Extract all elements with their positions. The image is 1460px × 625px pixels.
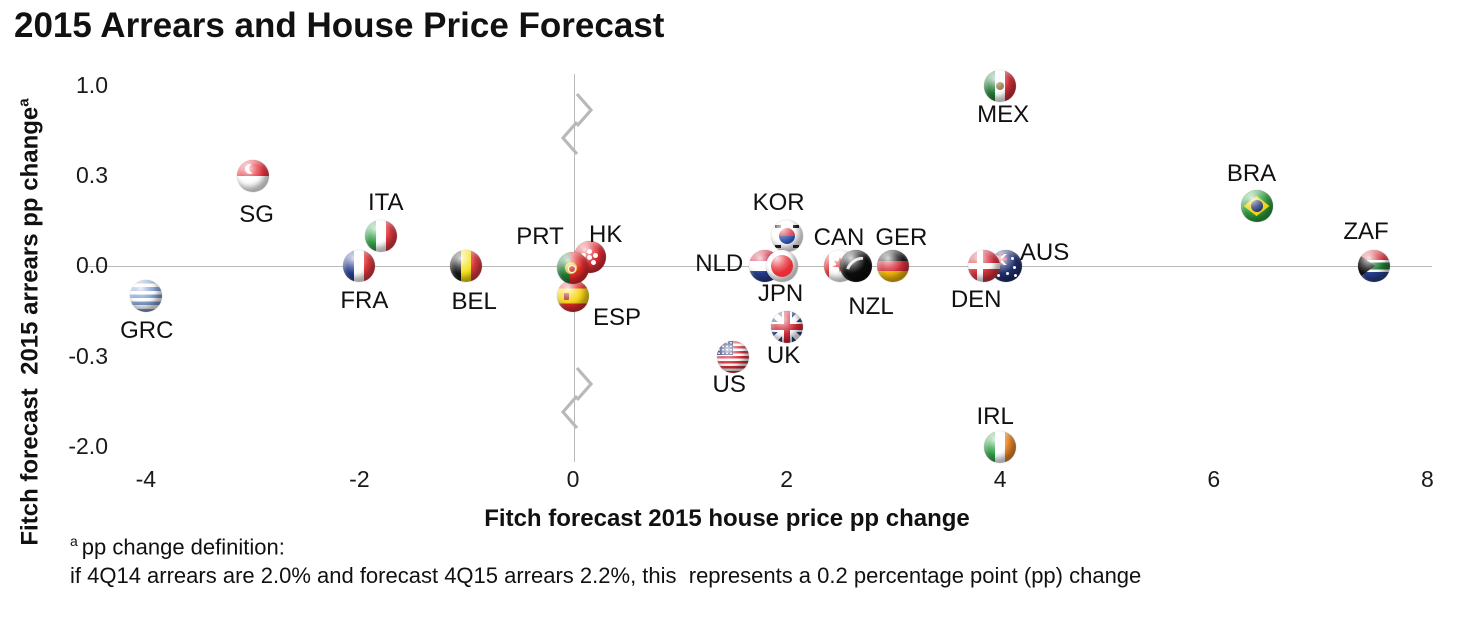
point-label-hk: HK [589,221,623,248]
point-label-jpn: JPN [757,280,804,307]
sg-flag-detail-icon [248,164,258,173]
point-flag-irl [984,431,1017,463]
footnote-line-1: a pp change definition: [70,533,285,560]
mex-flag-detail-icon [996,82,1005,90]
footnote-definition-label: pp change definition: [81,534,285,560]
point-label-mex: MEX [977,101,1030,128]
point-flag-fra [343,250,376,282]
y-tick-label: 0.0 [76,252,108,278]
bra-flag-detail-icon [1250,200,1263,212]
y-tick-label: 0.3 [76,162,108,188]
footnote-superscript: a [70,533,78,549]
x-tick-label: 8 [1420,466,1434,492]
point-flag-prt [557,252,589,284]
prt-flag-detail-icon [565,262,577,274]
point-label-sg: SG [239,201,274,228]
nzl-flag-detail-icon [841,251,873,282]
us-flag-detail-icon [717,341,734,355]
point-label-nzl: NZL [848,293,894,320]
y-axis-title-superscript: a [15,98,33,107]
x-tick-label: 6 [1207,466,1221,492]
point-label-zaf: ZAF [1343,218,1389,245]
x-tick-label: 2 [780,466,793,492]
point-flag-esp [557,280,589,313]
point-label-uk: UK [766,341,801,369]
y-tick-label: -2.0 [68,433,108,459]
point-flag-mex [984,70,1017,102]
point-flag-bel [450,250,483,282]
bra-flag-detail-icon [1243,196,1270,216]
point-label-can: CAN [813,224,865,251]
point-flag-uk [770,310,803,343]
point-label-grc: GRC [120,317,174,345]
jpn-flag-detail-icon [770,255,793,277]
point-label-den: DEN [950,286,1002,313]
point-flag-zaf [1358,250,1390,282]
point-flag-kor [770,220,803,252]
y-tick-label: 1.0 [76,72,108,98]
prt-flag-detail-icon [568,265,576,273]
point-label-bra: BRA [1226,160,1277,187]
point-flag-us [717,341,750,373]
y-axis-title: Fitch forecast 2015 arrears pp changea [16,98,45,545]
point-label-esp: ESP [592,304,642,332]
point-flag-ita [364,220,397,252]
point-label-fra: FRA [340,287,389,314]
kor-flag-detail-icon [778,228,795,244]
esp-flag-detail-icon [564,293,569,301]
kor-flag-detail-icon [774,225,781,228]
x-tick-label: 0 [566,466,580,492]
point-label-us: US [712,371,746,398]
point-label-irl: IRL [976,403,1014,430]
x-axis-title: Fitch forecast 2015 house price pp chang… [484,505,970,532]
y-tick-label: -0.3 [68,343,108,369]
point-flag-jpn [765,250,798,282]
point-flag-sg [236,160,269,192]
sg-flag-detail-icon [244,164,255,174]
x-tick-label: -2 [349,466,370,492]
footnote-line-2: if 4Q14 arrears are 2.0% and forecast 4Q… [70,563,1142,588]
point-label-ger: GER [875,224,928,251]
point-label-aus: AUS [1019,239,1070,266]
aus-flag-detail-icon [1010,257,1014,260]
point-label-ita: ITA [367,189,404,216]
axis-break-icon [560,366,594,430]
point-flag-grc [129,280,162,313]
zaf-flag-detail-icon [1358,254,1375,278]
point-flag-bra [1240,190,1273,222]
point-flag-nzl [840,250,873,282]
chart-title: 2015 Arrears and House Price Forecast [14,6,665,45]
point-label-kor: KOR [752,189,805,216]
y-axis-title-text: Fitch forecast 2015 arrears pp change [16,106,44,546]
point-label-bel: BEL [451,288,497,315]
point-flag-ger [877,250,910,282]
x-tick-label: -4 [135,466,157,492]
x-tick-label: 4 [993,466,1007,492]
axis-break-icon [560,92,594,156]
point-label-nld: NLD [695,250,744,277]
hk-flag-detail-icon [587,254,593,260]
point-flag-den [968,250,1001,282]
point-label-prt: PRT [516,223,564,250]
